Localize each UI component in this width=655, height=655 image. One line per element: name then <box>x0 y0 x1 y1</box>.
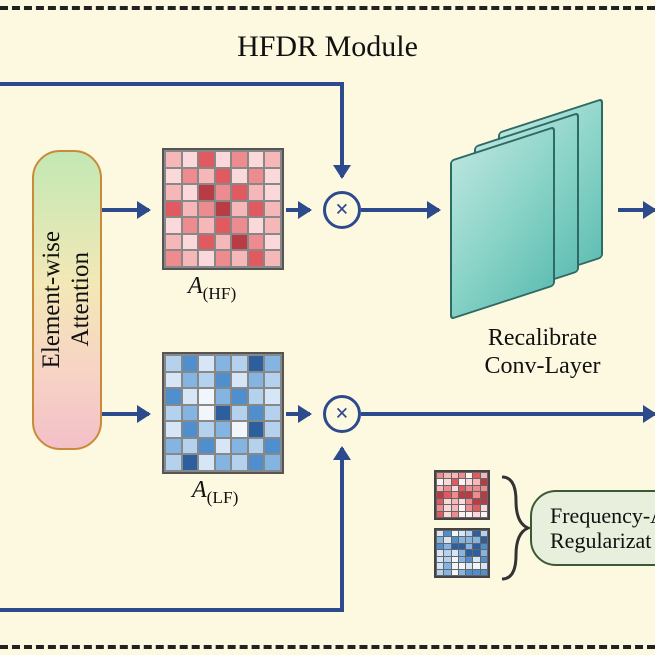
recalibrate-conv-layer <box>450 115 640 315</box>
frequency-attention-regularization: Frequency-AttRegularizat <box>530 490 655 566</box>
multiply-op-hf: × <box>323 191 361 229</box>
attention-label: Element-wiseAttention <box>38 231 96 368</box>
edge-att-to-hf <box>102 208 149 212</box>
mini-matrix-hf <box>434 470 490 520</box>
matrix-a-lf-label: A(LF) <box>192 477 238 508</box>
edge-lf-out <box>361 412 655 416</box>
regbox-label: Frequency-AttRegularizat <box>550 503 655 554</box>
conv-plate-1 <box>450 126 555 320</box>
conv-label: RecalibrateConv-Layer <box>455 325 630 380</box>
edge-top-in-h <box>0 82 344 86</box>
matrix-a-lf <box>162 352 284 474</box>
brace-icon <box>498 473 530 583</box>
edge-top-in-v <box>340 82 344 177</box>
edge-hf-to-op <box>286 208 310 212</box>
edge-lf-to-op <box>286 412 310 416</box>
edge-bot-in-v <box>340 448 344 612</box>
matrix-a-hf-label: A(HF) <box>188 273 236 304</box>
edge-att-to-lf <box>102 412 149 416</box>
matrix-a-hf <box>162 148 284 270</box>
edge-bot-in-h <box>0 608 344 612</box>
edge-op-to-conv <box>361 208 439 212</box>
mini-matrix-lf <box>434 528 490 578</box>
multiply-symbol: × <box>335 197 349 224</box>
multiply-op-lf: × <box>323 395 361 433</box>
module-title: HFDR Module <box>0 30 655 64</box>
multiply-symbol: × <box>335 401 349 428</box>
element-wise-attention-block: Element-wiseAttention <box>32 150 102 450</box>
